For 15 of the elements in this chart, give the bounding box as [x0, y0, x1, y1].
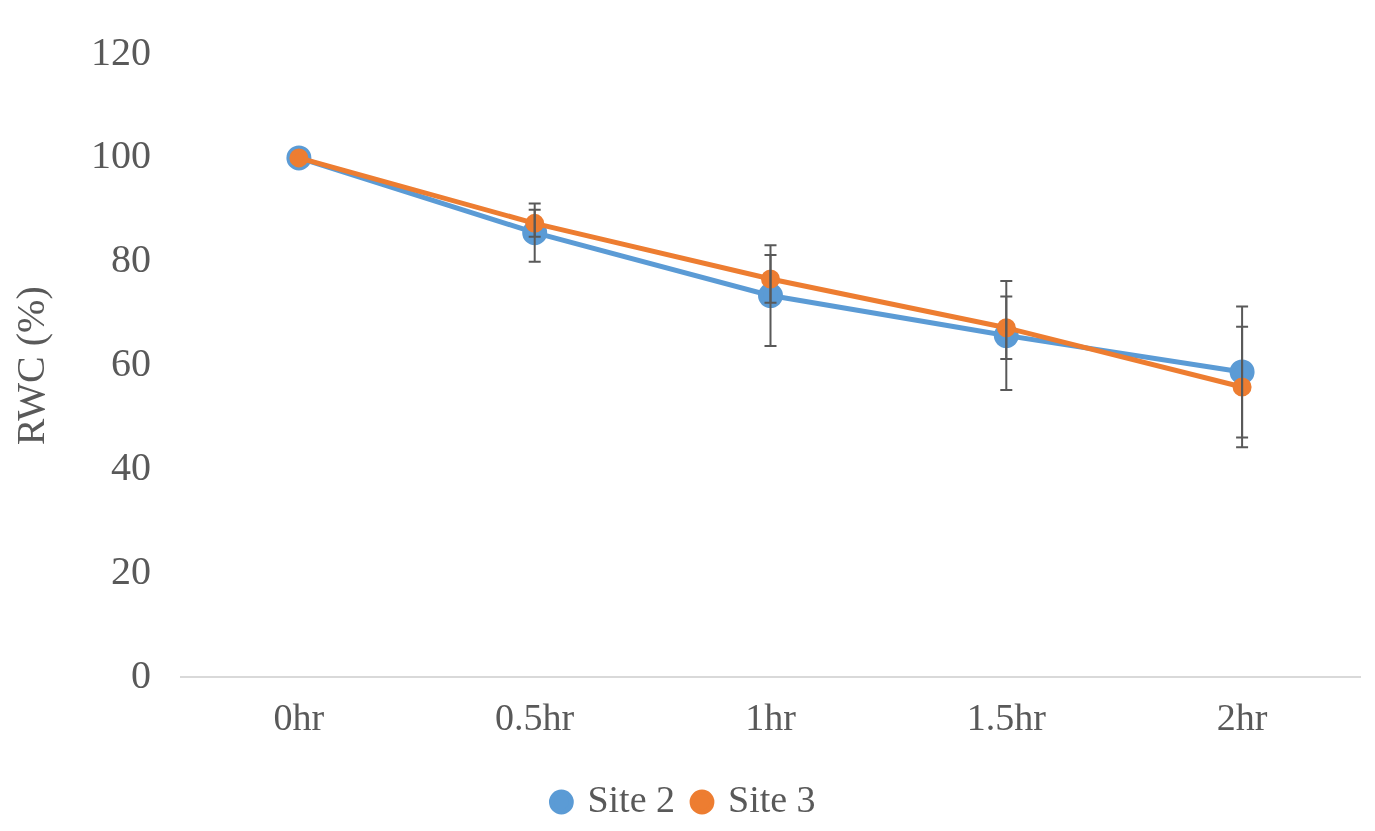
x-tick-label: 0.5hr	[495, 696, 575, 739]
legend-label: Site 2	[587, 777, 676, 820]
y-tick-label: 60	[111, 340, 151, 386]
y-tick-label: 80	[111, 236, 151, 282]
legend-label: Site 3	[728, 777, 816, 820]
y-axis-title: RWC (%)	[7, 286, 53, 446]
y-tick-label: 120	[91, 28, 151, 74]
y-tick-label: 100	[91, 132, 151, 178]
y-tick-label: 40	[111, 444, 151, 490]
y-tick-label: 0	[131, 651, 151, 697]
x-tick-label: 2hr	[1216, 696, 1268, 739]
y-tick-label: 20	[111, 548, 151, 593]
x-tick-label: 1.5hr	[966, 696, 1047, 739]
x-tick-label: 0hr	[273, 696, 325, 739]
x-tick-label: 1hr	[745, 696, 797, 739]
